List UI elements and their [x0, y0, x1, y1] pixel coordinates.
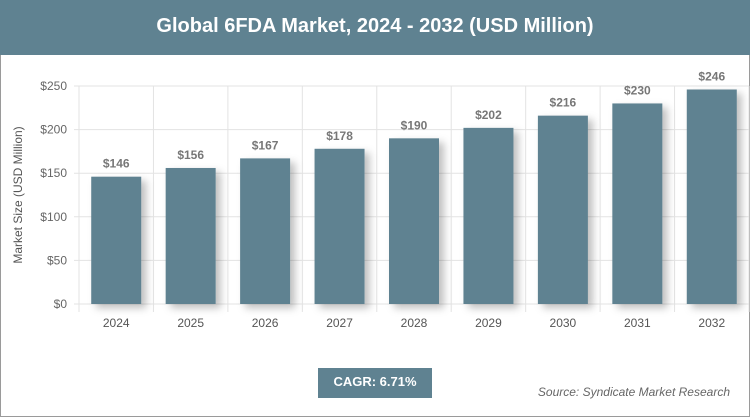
x-tick-label: 2026 [252, 316, 279, 330]
data-label-2027: $178 [326, 129, 353, 143]
chart-title: Global 6FDA Market, 2024 - 2032 (USD Mil… [0, 0, 750, 55]
source-note: Source: Syndicate Market Research [537, 385, 730, 399]
bar-2032 [686, 89, 737, 304]
data-label-2032: $246 [698, 69, 725, 83]
data-label-2028: $190 [401, 118, 428, 132]
data-label-2026: $167 [252, 138, 279, 152]
x-tick-label: 2032 [698, 316, 725, 330]
bar-2027 [314, 148, 365, 304]
y-tick-label: $50 [47, 253, 67, 267]
bar-2029 [463, 127, 514, 304]
data-label-2031: $230 [624, 83, 651, 97]
bar-2024 [91, 176, 142, 304]
bar-2030 [537, 115, 588, 304]
data-label-2030: $216 [550, 96, 577, 110]
y-tick-label: $150 [40, 166, 67, 180]
cagr-badge: CAGR: 6.71% [318, 368, 432, 398]
x-tick-label: 2030 [550, 316, 577, 330]
data-label-2025: $156 [177, 148, 204, 162]
y-tick-label: $250 [40, 79, 67, 93]
bar-2026 [240, 158, 291, 304]
y-tick-label: $200 [40, 123, 67, 137]
y-tick-label: $0 [54, 297, 68, 311]
data-label-2024: $146 [103, 157, 130, 171]
x-tick-label: 2029 [475, 316, 502, 330]
x-tick-label: 2027 [326, 316, 353, 330]
bar-2031 [612, 103, 663, 304]
x-tick-label: 2031 [624, 316, 651, 330]
bar-2028 [389, 138, 439, 304]
bar-2025 [165, 167, 216, 304]
y-tick-label: $100 [40, 210, 67, 224]
x-tick-label: 2028 [401, 316, 428, 330]
y-axis-label: Market Size (USD Million) [11, 126, 25, 263]
data-label-2029: $202 [475, 108, 502, 122]
x-tick-label: 2024 [103, 316, 130, 330]
x-tick-label: 2025 [177, 316, 204, 330]
